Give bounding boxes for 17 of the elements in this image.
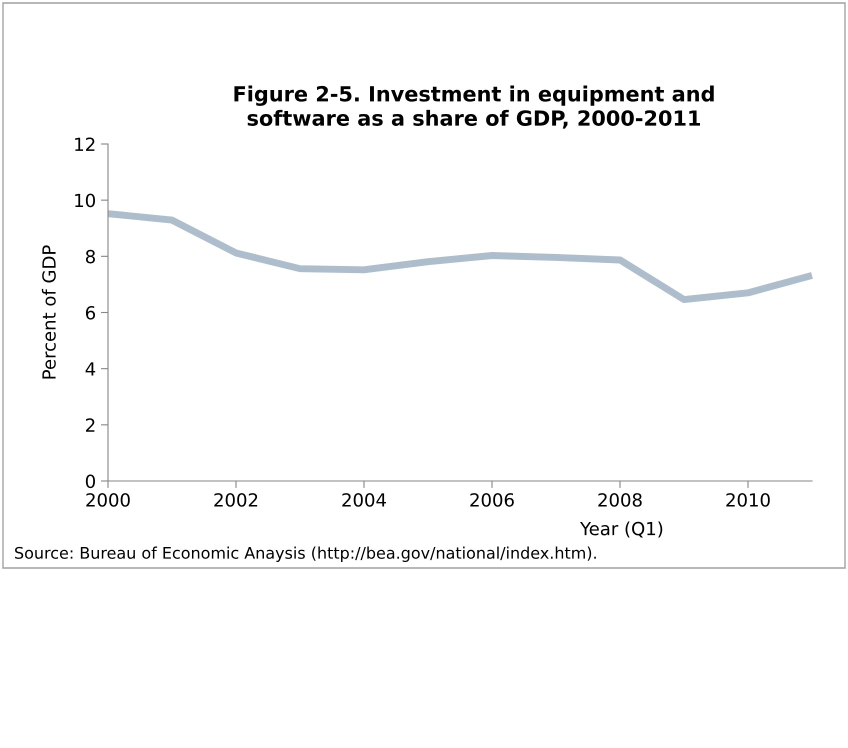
source-note: Source: Bureau of Economic Anaysis (http://bea.gov/national/index.htm). [15,546,596,562]
y-tick-label: 10 [75,194,95,208]
x-tick-label: 2002 [214,493,258,507]
y-axis-title: Percent of GDP [42,245,56,379]
x-tick-label: 2010 [726,493,770,507]
x-tick-label: 2004 [342,493,386,507]
x-tick-label: 2006 [470,493,514,507]
y-tick-label: 2 [86,418,94,432]
x-tick-label: 2000 [86,493,130,507]
chart-title: Figure 2-5. Investment in equipment and software as a share of GDP, 2000-2011 [234,86,714,129]
y-tick-label: 4 [86,362,96,376]
y-tick-label: 8 [86,250,95,264]
x-axis-title: Year (Q1) [580,521,662,538]
y-tick-label: 12 [75,137,94,151]
x-tick-label: 2008 [598,493,642,507]
y-tick-label: 6 [86,306,96,320]
y-tick-label: 0 [86,474,95,488]
